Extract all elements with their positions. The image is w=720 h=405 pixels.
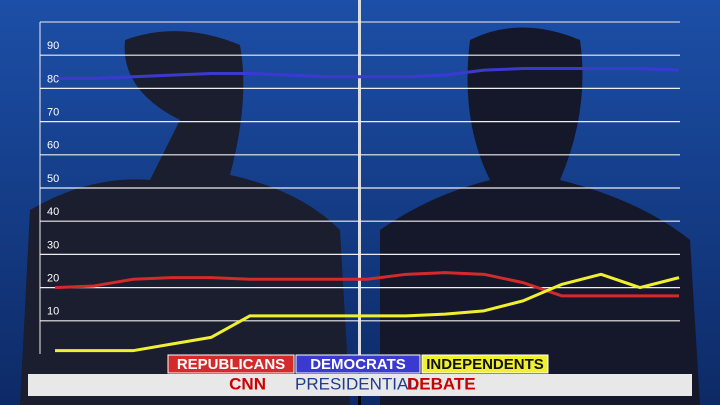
banner-logo: CNN bbox=[229, 374, 266, 393]
y-tick-label: 60 bbox=[47, 140, 59, 152]
y-tick-label: 30 bbox=[47, 239, 59, 251]
y-tick-label: 70 bbox=[47, 107, 59, 119]
legend-swatch bbox=[167, 354, 295, 374]
banner-text: PRESIDENTIAL bbox=[295, 374, 418, 393]
left-speaker bbox=[20, 31, 350, 405]
y-tick-label: 40 bbox=[47, 206, 59, 218]
legend-label: INDEPENDENTS bbox=[426, 356, 544, 373]
legend-swatch bbox=[421, 354, 549, 374]
legend-label: REPUBLICANS bbox=[177, 356, 285, 373]
legend-label: DEMOCRATS bbox=[310, 356, 406, 373]
divider bbox=[358, 0, 361, 360]
series-line bbox=[54, 271, 679, 298]
series-line bbox=[55, 272, 680, 353]
banner-text: DEBATE bbox=[407, 374, 476, 393]
y-tick-label: 10 bbox=[47, 306, 59, 318]
y-tick-label: 90 bbox=[47, 40, 59, 52]
legend-swatch bbox=[295, 354, 421, 374]
y-tick-label: 50 bbox=[47, 173, 59, 185]
series-line bbox=[55, 66, 680, 80]
banner bbox=[28, 374, 692, 396]
y-tick-label: 80 bbox=[47, 73, 59, 85]
right-speaker bbox=[380, 27, 700, 405]
y-tick-label: 20 bbox=[47, 273, 59, 285]
